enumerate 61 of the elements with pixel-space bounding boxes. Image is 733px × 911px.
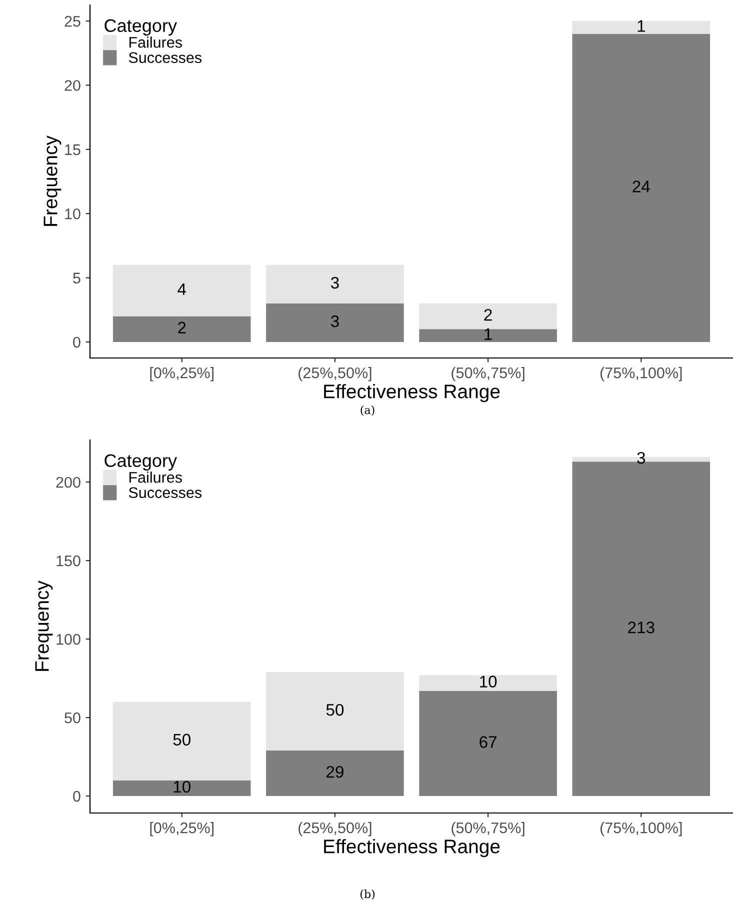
legend-label: Successes: [128, 487, 202, 498]
y-tick-label: 50: [64, 712, 80, 724]
x-tick-label: (25%,50%]: [298, 367, 372, 382]
y-tick-label: 200: [56, 476, 80, 488]
data-label: 2: [484, 308, 492, 321]
x-axis-title: Effectiveness Range: [324, 384, 500, 402]
data-label: 1: [638, 20, 645, 32]
data-label: 50: [173, 734, 190, 746]
data-label: 1: [484, 328, 492, 340]
data-label: 24: [632, 180, 650, 192]
y-axis-title: Frequency: [44, 136, 62, 226]
legend-title: Category: [104, 454, 177, 471]
bar: [419, 329, 557, 342]
legend-label: Failures: [129, 36, 182, 48]
bar: [112, 780, 251, 796]
y-tick-label: 5: [73, 272, 80, 284]
bar: [419, 303, 557, 330]
data-label: 2: [178, 322, 186, 334]
y-tick-label: 0: [73, 336, 80, 348]
text: (b): [360, 890, 375, 900]
bar: [572, 21, 710, 34]
y-tick-label: 0: [73, 790, 80, 802]
bar: [266, 750, 404, 796]
x-tick-label: (75%,100%]: [600, 822, 682, 836]
data-label: 3: [330, 276, 339, 289]
bar: [266, 672, 404, 751]
data-label: 10: [480, 676, 497, 688]
bar: [266, 264, 404, 304]
y-tick-label: 20: [64, 80, 80, 91]
legend-label: Failures: [129, 472, 182, 483]
bar: [419, 690, 557, 796]
bar: [266, 303, 404, 342]
y-tick-label: 10: [65, 208, 80, 220]
data-label: 67: [480, 736, 496, 748]
x-tick-label: (50%,75%]: [452, 822, 524, 836]
x-tick-label: [0%,25%]: [150, 367, 214, 382]
bar: [112, 264, 251, 316]
bar: [112, 702, 251, 780]
data-label: 4: [178, 283, 186, 295]
x-tick-label: (50%,75%]: [452, 367, 524, 382]
y-tick-label: 150: [56, 555, 80, 566]
y-axis-title: Frequency: [35, 580, 53, 671]
y-tick-label: 100: [56, 634, 80, 645]
x-axis-title: Effectiveness Range: [324, 839, 500, 858]
x-tick-label: (75%,100%]: [600, 367, 682, 382]
y-tick-label: 25: [64, 16, 80, 27]
legend-title: Category: [104, 19, 177, 36]
data-label: 3: [637, 452, 646, 464]
legend-label: Successes: [128, 52, 202, 64]
bar: [112, 316, 251, 342]
data-label: 213: [628, 622, 654, 634]
y-tick-label: 15: [65, 144, 80, 156]
x-tick-label: (25%,50%]: [298, 822, 372, 836]
bar: [572, 34, 710, 342]
bar: [419, 675, 557, 691]
data-label: 10: [174, 780, 190, 793]
x-tick-label: [0%,25%]: [150, 822, 214, 836]
data-label: 3: [330, 315, 339, 328]
data-label: 29: [326, 766, 344, 778]
data-label: 50: [326, 704, 344, 716]
text: (a): [360, 406, 374, 416]
